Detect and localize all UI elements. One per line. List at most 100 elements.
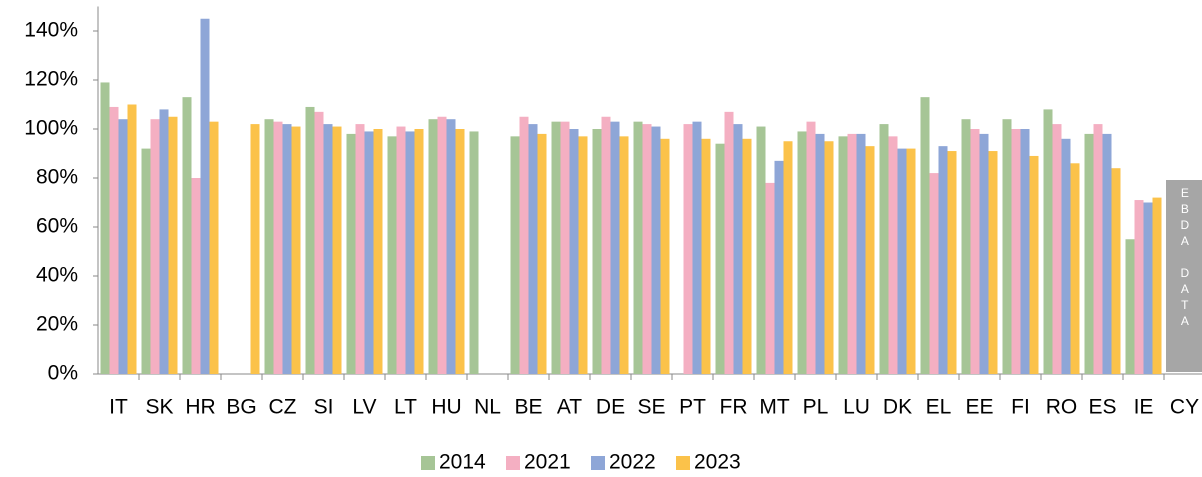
bar	[200, 18, 210, 374]
bar	[765, 182, 775, 374]
bar	[578, 136, 588, 374]
bar	[250, 124, 260, 374]
bar	[519, 116, 529, 374]
bar	[633, 121, 643, 375]
bar	[1011, 129, 1021, 374]
x-tick-label: EE	[965, 396, 993, 419]
x-tick-label: SE	[637, 396, 665, 419]
x-tick-label: LT	[394, 396, 417, 419]
bar	[455, 129, 465, 374]
bar	[601, 116, 611, 374]
y-tick-label: 100%	[24, 117, 78, 140]
bar	[168, 116, 178, 374]
bar	[920, 97, 930, 375]
bar	[346, 133, 356, 374]
legend-label: 2023	[694, 451, 741, 474]
legend-swatch	[591, 456, 605, 470]
bar	[323, 124, 333, 374]
x-tick-label: NL	[474, 396, 501, 419]
bar	[906, 148, 916, 374]
bar	[897, 148, 907, 374]
bar	[1043, 109, 1053, 375]
bar	[414, 129, 424, 374]
bar	[888, 136, 898, 374]
bar	[1052, 124, 1062, 374]
x-tick-label: PL	[803, 396, 829, 419]
bar	[619, 136, 629, 374]
annotation: EBDA DATA	[1178, 186, 1192, 330]
x-tick-label: LV	[352, 396, 376, 419]
bar	[856, 133, 866, 374]
bar	[332, 126, 342, 374]
bar	[282, 124, 292, 374]
bar	[364, 131, 374, 374]
x-tick-label: EL	[926, 396, 952, 419]
bar	[988, 151, 998, 374]
bar	[1102, 133, 1112, 374]
bar	[742, 138, 752, 374]
x-tick-label: HU	[431, 396, 461, 419]
bar	[806, 121, 816, 375]
x-tick-label: FR	[720, 396, 748, 419]
x-tick-label: IE	[1134, 396, 1154, 419]
bar	[797, 131, 807, 374]
bar	[683, 124, 693, 374]
x-tick-label: LU	[843, 396, 870, 419]
bar	[560, 121, 570, 375]
bar	[428, 119, 438, 374]
bar	[209, 121, 219, 375]
bar	[437, 116, 447, 374]
y-tick-label: 20%	[36, 313, 78, 336]
bar	[405, 131, 415, 374]
x-tick-label: ES	[1088, 396, 1116, 419]
bar	[1020, 129, 1030, 374]
x-tick-label: AT	[557, 396, 582, 419]
bar	[191, 178, 201, 374]
bar	[141, 148, 151, 374]
bar	[1111, 168, 1121, 374]
bar	[970, 129, 980, 374]
bar	[1152, 197, 1162, 374]
bar	[947, 151, 957, 374]
x-tick-label: FI	[1011, 396, 1030, 419]
bar	[961, 119, 971, 374]
bar	[150, 119, 160, 374]
bar	[610, 121, 620, 375]
bar	[651, 126, 661, 374]
x-tick-label: MT	[759, 396, 789, 419]
bar	[305, 106, 315, 374]
x-tick-label: RO	[1046, 396, 1078, 419]
y-tick-label: 0%	[48, 362, 78, 385]
y-tick-label: 40%	[36, 264, 78, 287]
bar	[396, 126, 406, 374]
bar	[387, 136, 397, 374]
x-tick-label: SI	[314, 396, 334, 419]
x-tick-label: CZ	[269, 396, 297, 419]
bar	[273, 121, 283, 375]
x-tick-label: PT	[679, 396, 706, 419]
bar	[182, 97, 192, 375]
bar	[642, 124, 652, 374]
x-tick-label: BG	[226, 396, 256, 419]
bar	[756, 126, 766, 374]
bar	[1029, 155, 1039, 374]
bar	[1134, 200, 1144, 374]
bar	[446, 119, 456, 374]
bar	[118, 119, 128, 374]
bar	[1061, 138, 1071, 374]
bar	[715, 143, 725, 374]
bar	[569, 129, 579, 374]
x-tick-label: IT	[109, 396, 128, 419]
bar	[551, 121, 561, 375]
bar	[592, 129, 602, 374]
bar	[373, 129, 383, 374]
no-data-box	[1166, 180, 1202, 372]
x-tick-label: DK	[883, 396, 912, 419]
bar	[510, 136, 520, 374]
bar	[660, 138, 670, 374]
legend-swatch	[421, 456, 435, 470]
bar	[774, 160, 784, 374]
bar	[1093, 124, 1103, 374]
bar	[929, 173, 939, 374]
bar	[783, 141, 793, 374]
